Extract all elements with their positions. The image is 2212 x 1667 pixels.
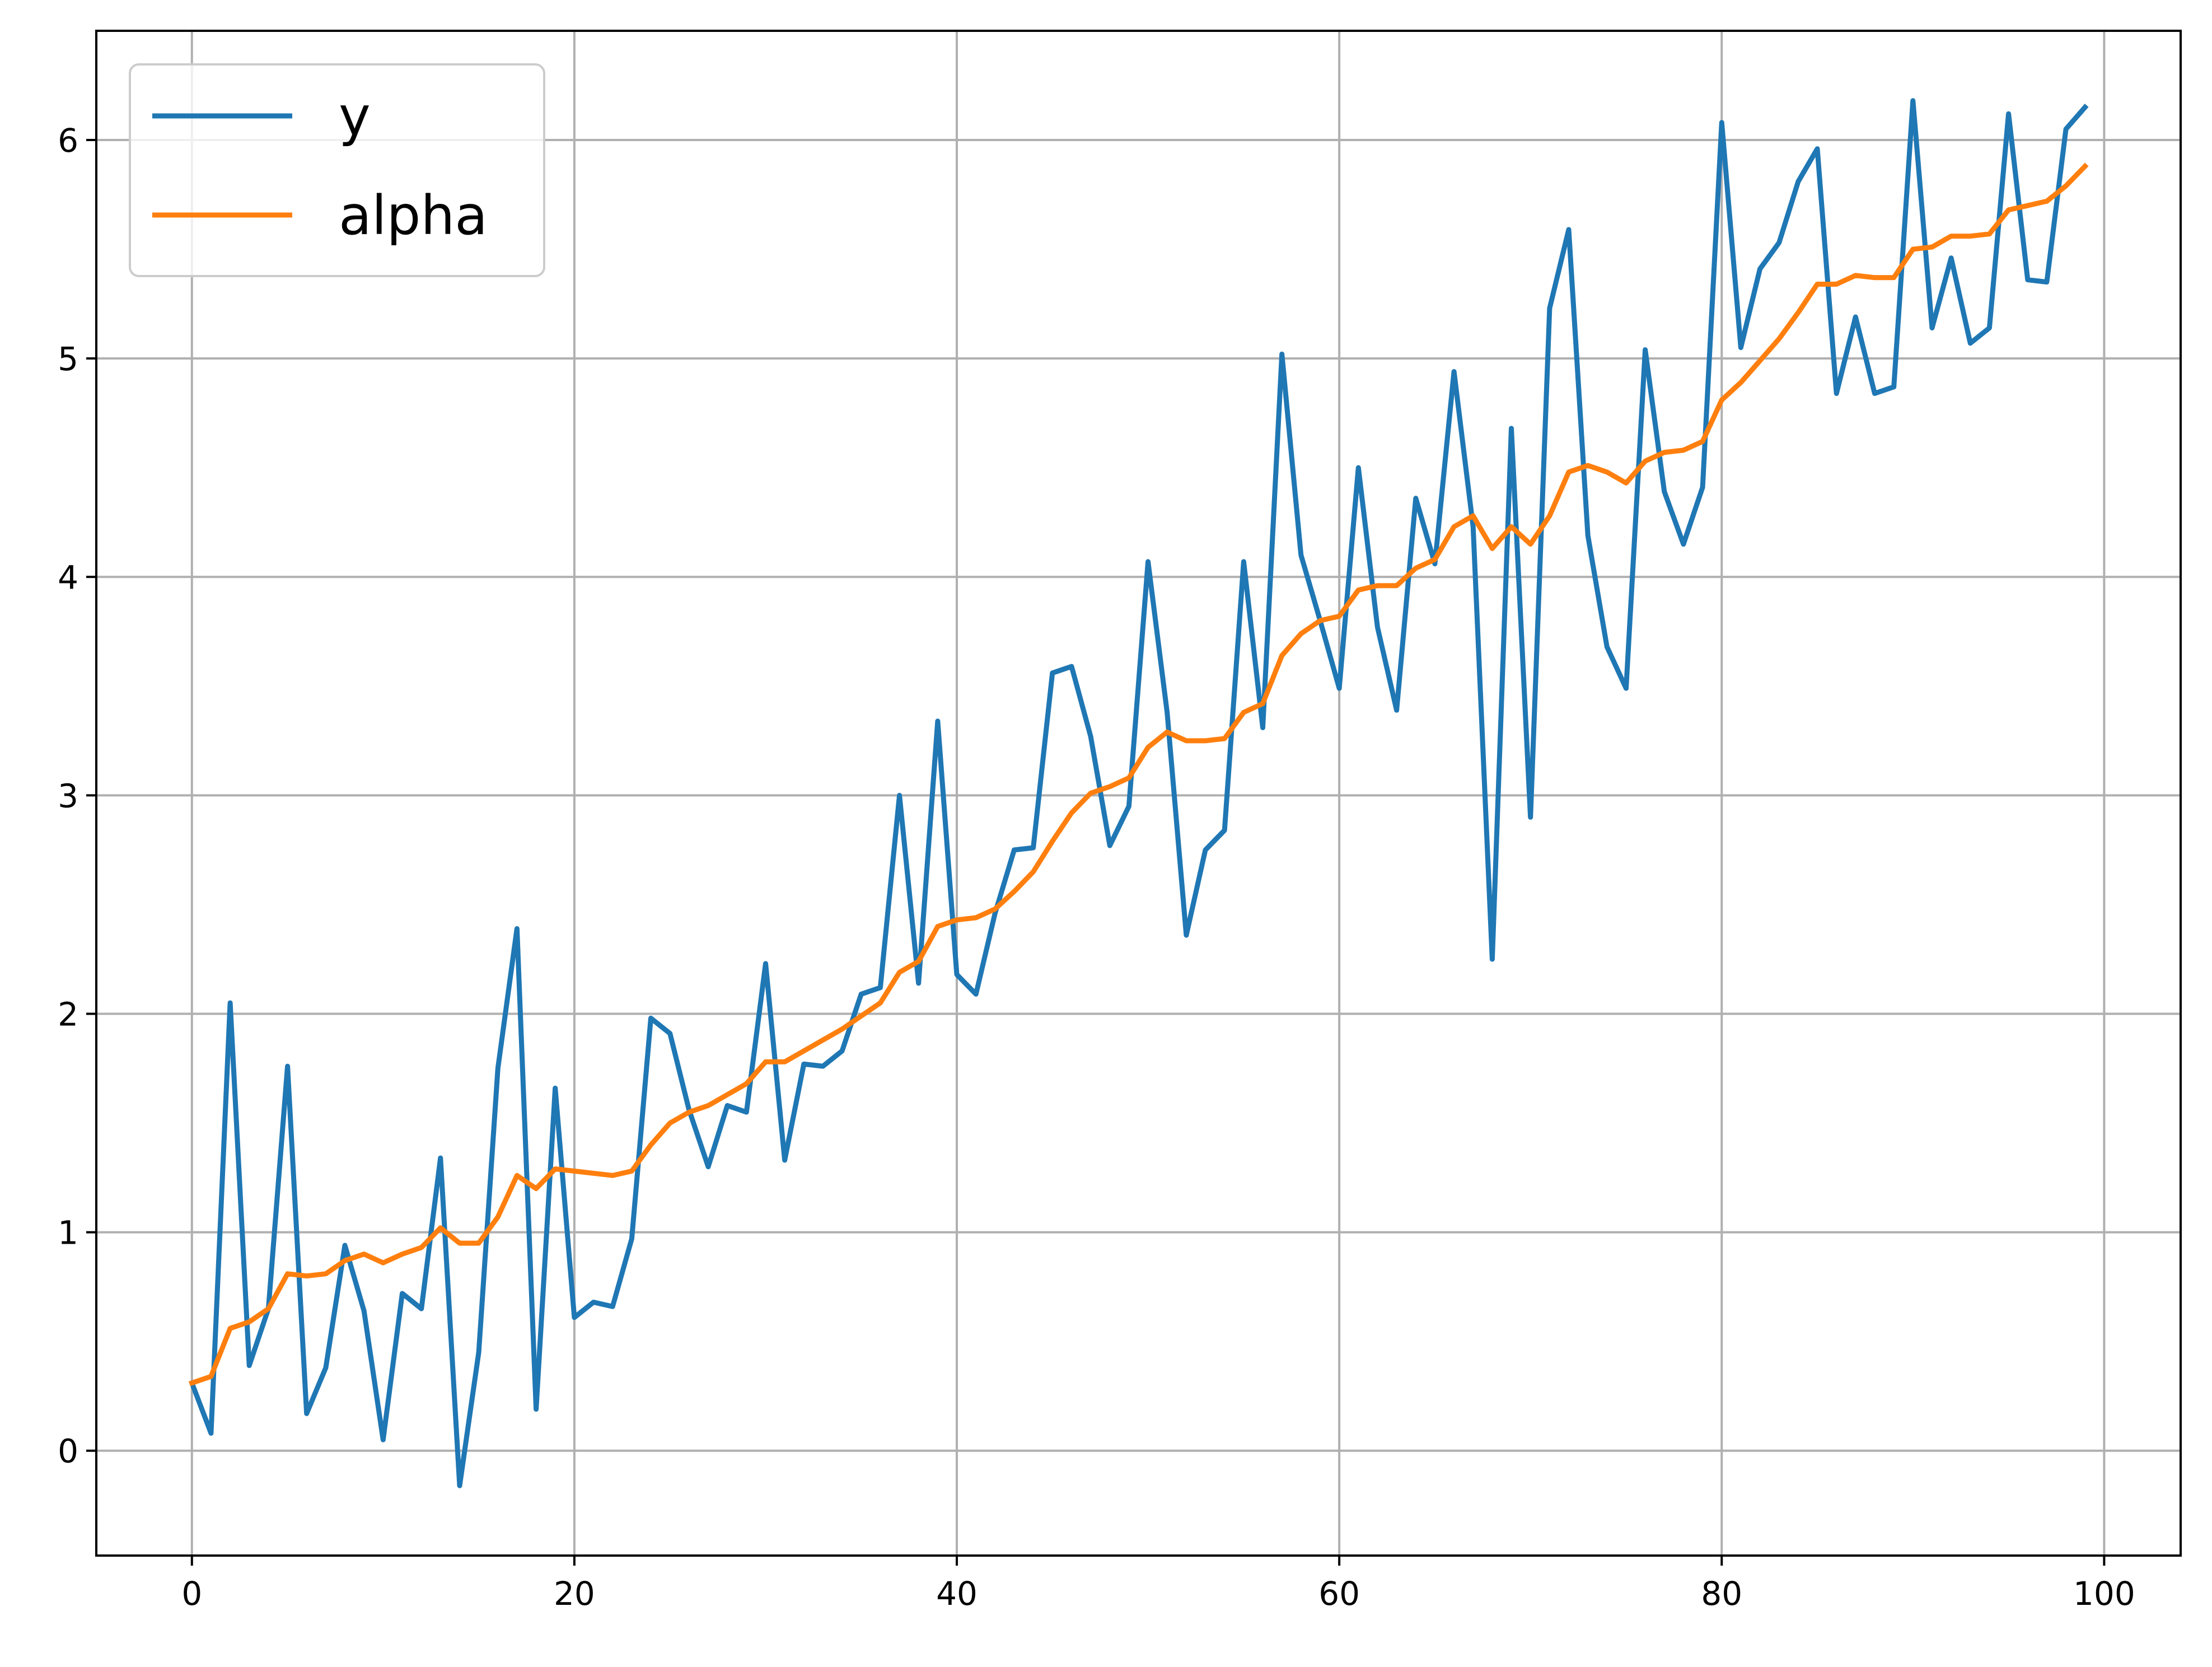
y-tick-label: 2 — [58, 996, 78, 1034]
series-line-y — [188, 98, 2089, 1488]
x-tick-label: 20 — [554, 1575, 595, 1613]
series-lines — [188, 98, 2089, 1488]
x-tick-label: 60 — [1318, 1575, 1360, 1613]
x-tick-label: 100 — [2073, 1575, 2135, 1613]
x-tick-label: 0 — [181, 1575, 202, 1613]
y-tick-label: 1 — [58, 1214, 78, 1252]
y-tick-label: 4 — [58, 558, 78, 596]
x-axis-ticks: 0 20 40 60 80 100 — [181, 1556, 2135, 1613]
legend-label-y: y — [339, 85, 371, 148]
plot-frame — [95, 30, 2182, 1557]
y-tick-label: 3 — [58, 777, 78, 815]
y-tick-label: 6 — [58, 122, 78, 160]
series-line-alpha — [189, 162, 2089, 1386]
legend-label-alpha: alpha — [339, 184, 488, 247]
y-axis-ticks: 0 1 2 3 4 5 6 — [58, 122, 96, 1470]
legend: y alpha — [129, 63, 545, 277]
y-tick-label: 5 — [58, 340, 78, 378]
x-tick-label: 40 — [936, 1575, 978, 1613]
y-tick-label: 0 — [58, 1432, 78, 1470]
x-tick-label: 80 — [1701, 1575, 1742, 1613]
